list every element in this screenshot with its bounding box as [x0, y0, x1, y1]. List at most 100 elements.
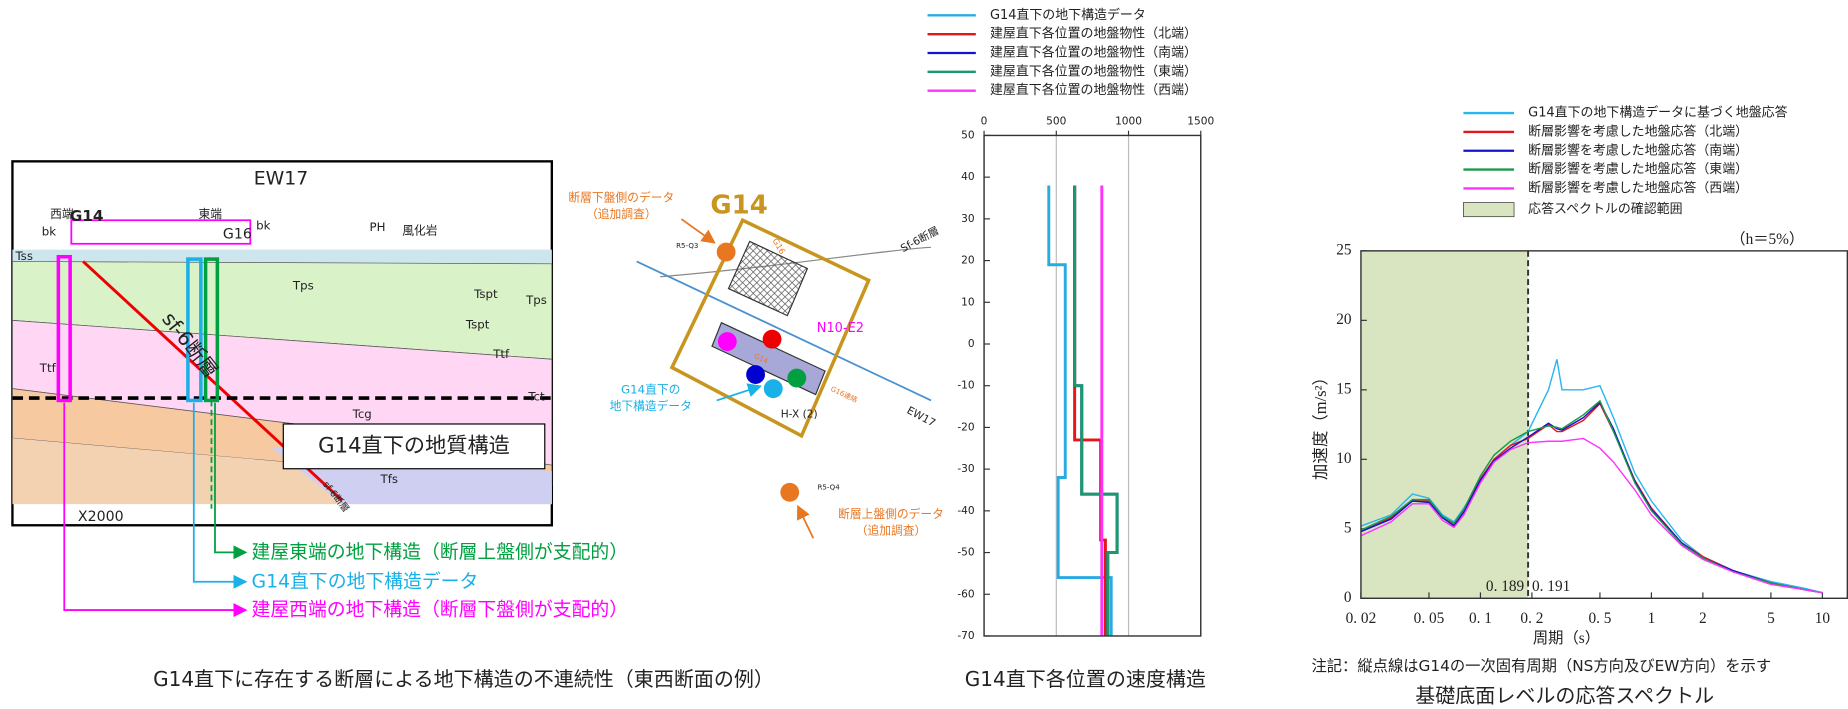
- y-tick-label: 30: [961, 213, 975, 225]
- section-label: Tss: [14, 249, 33, 263]
- x-tick-label: 1000: [1115, 115, 1142, 127]
- plan-label: G14直下の: [621, 382, 680, 396]
- section-label: Ttf: [39, 361, 57, 375]
- series-line: [1360, 437, 1823, 594]
- legend-label: 断層影響を考慮した地盤応答（西端）: [1528, 180, 1748, 196]
- column: [56, 254, 72, 403]
- x-tick-label: 1: [1648, 610, 1656, 627]
- plot-frame: [1360, 250, 1848, 599]
- section-line: [636, 260, 932, 402]
- y-tick-label: -70: [957, 630, 975, 642]
- y-tick-label: -10: [957, 380, 975, 392]
- legend-label: 断層影響を考慮した地盤応答（南端）: [1528, 142, 1748, 158]
- point: [762, 329, 782, 349]
- x-tick-label: 0. 2: [1520, 610, 1543, 627]
- section-label: G16: [223, 226, 252, 242]
- y-tick-label: -20: [957, 421, 975, 433]
- y-tick-label: 0: [1344, 589, 1352, 606]
- point: [780, 482, 800, 502]
- legend-label: 建屋直下各位置の地盤物性（西端）: [990, 82, 1197, 98]
- y-tick-label: 40: [961, 171, 975, 183]
- legend-label: 建屋直下各位置の地盤物性（東端）: [990, 63, 1197, 79]
- plan: G14 断層下盤側のデータ （追加調査） R5-Q3 G16 Sf-6断層 N1…: [568, 190, 944, 539]
- box-label: G14直下の地質構造: [318, 432, 510, 457]
- y-tick-label: -50: [957, 547, 975, 559]
- plan-label: （追加調査）: [586, 207, 657, 221]
- x-tick-label: 500: [1046, 115, 1066, 127]
- annotation: （h＝5%）: [1730, 231, 1804, 248]
- section-label: bk: [256, 219, 270, 233]
- section-label: 東端: [199, 207, 223, 221]
- plan-label: Sf-6断層: [898, 224, 941, 255]
- callout: 建屋東端の地下構造（断層上盤側が支配的）: [252, 541, 629, 563]
- period-label: 0. 191: [1532, 578, 1570, 595]
- arrow: [63, 402, 248, 618]
- plan-label: 断層上盤側のデータ: [838, 507, 944, 521]
- y-axis-label: 加速度（m/s²）: [1311, 369, 1330, 480]
- y-tick-label: 10: [961, 296, 975, 308]
- x-tick-label: 0: [981, 115, 988, 127]
- section-label: PH: [370, 220, 386, 234]
- arrow: [214, 402, 248, 560]
- point: [763, 379, 783, 399]
- y-tick-label: 50: [961, 129, 975, 141]
- point: [746, 365, 766, 384]
- caption: G14直下に存在する断層による地下構造の不連続性（東西断面の例）: [153, 667, 774, 691]
- y-tick-label: 5: [1344, 519, 1352, 536]
- section-label: Tct: [527, 389, 545, 403]
- series-line: [1073, 185, 1119, 636]
- y-tick-label: -30: [957, 463, 975, 475]
- y-tick-label: -60: [957, 588, 975, 600]
- x-tick-label: 0. 5: [1588, 610, 1611, 627]
- point: [717, 332, 737, 351]
- callout: 建屋西端の地下構造（断層下盤側が支配的）: [252, 599, 629, 621]
- legend-label: 建屋直下各位置の地盤物性（北端）: [990, 26, 1197, 42]
- plan-label: R5-Q4: [817, 483, 840, 492]
- section-label: bk: [42, 225, 56, 239]
- band: [1360, 250, 1529, 599]
- x-tick-label: 10: [1815, 610, 1831, 627]
- building: [70, 219, 252, 245]
- x-tick-label: 0. 02: [1346, 610, 1377, 627]
- y-tick-label: 20: [961, 255, 975, 267]
- plan-label: H-X (2): [781, 409, 818, 421]
- layer: [12, 249, 552, 264]
- legend-label: G14直下の地下構造データ: [990, 7, 1146, 23]
- hatched-area: [727, 240, 809, 317]
- section-label: Tspt: [473, 287, 498, 301]
- x-tick-label: 5: [1767, 610, 1775, 627]
- section-label: Tspt: [465, 318, 490, 332]
- plan-label: N10-E2: [817, 321, 864, 336]
- column: [203, 257, 220, 403]
- section-label: 風化岩: [402, 223, 438, 237]
- section-label: Tfs: [380, 472, 398, 486]
- section-label: Tps: [292, 279, 314, 293]
- y-tick-label: 25: [1336, 241, 1352, 258]
- point: [716, 242, 736, 262]
- plan-label: 地下構造データ: [610, 399, 692, 413]
- legend-label: 断層影響を考慮した地盤応答（東端）: [1528, 161, 1748, 177]
- x-axis-label: 周期（s）: [1533, 630, 1600, 647]
- series-line: [1360, 399, 1823, 594]
- arrow: [192, 402, 248, 589]
- plan-label: G16連絡: [829, 384, 859, 404]
- legend-label: G14直下の地下構造データに基づく地盤応答: [1528, 105, 1787, 121]
- section-label: 西端: [50, 207, 74, 221]
- label-box: [282, 423, 546, 470]
- section-label: Ttf: [492, 347, 510, 361]
- section-label: Tps: [525, 293, 547, 307]
- plan-label: R5-Q3: [676, 241, 698, 250]
- x-tick-label: 1500: [1187, 115, 1214, 127]
- plan-label: 断層下盤側のデータ: [568, 190, 674, 204]
- section-label: X2000: [78, 509, 124, 525]
- section: EW17 西端 G14 東端 G16 bk bk PH 風化岩 Tss Tps …: [11, 160, 774, 691]
- y-tick-label: 0: [968, 338, 975, 350]
- arrow: [716, 383, 762, 402]
- arrow: [680, 218, 716, 244]
- plan-label: （追加調査）: [856, 524, 927, 538]
- legend-label: 建屋直下各位置の地盤物性（南端）: [990, 44, 1197, 60]
- note: 注記：縦点線はG14の一次固有周期（NS方向及びEW方向）を示す: [1311, 657, 1771, 675]
- callout: G14直下の地下構造データ: [252, 570, 479, 592]
- y-tick-label: 20: [1336, 311, 1352, 328]
